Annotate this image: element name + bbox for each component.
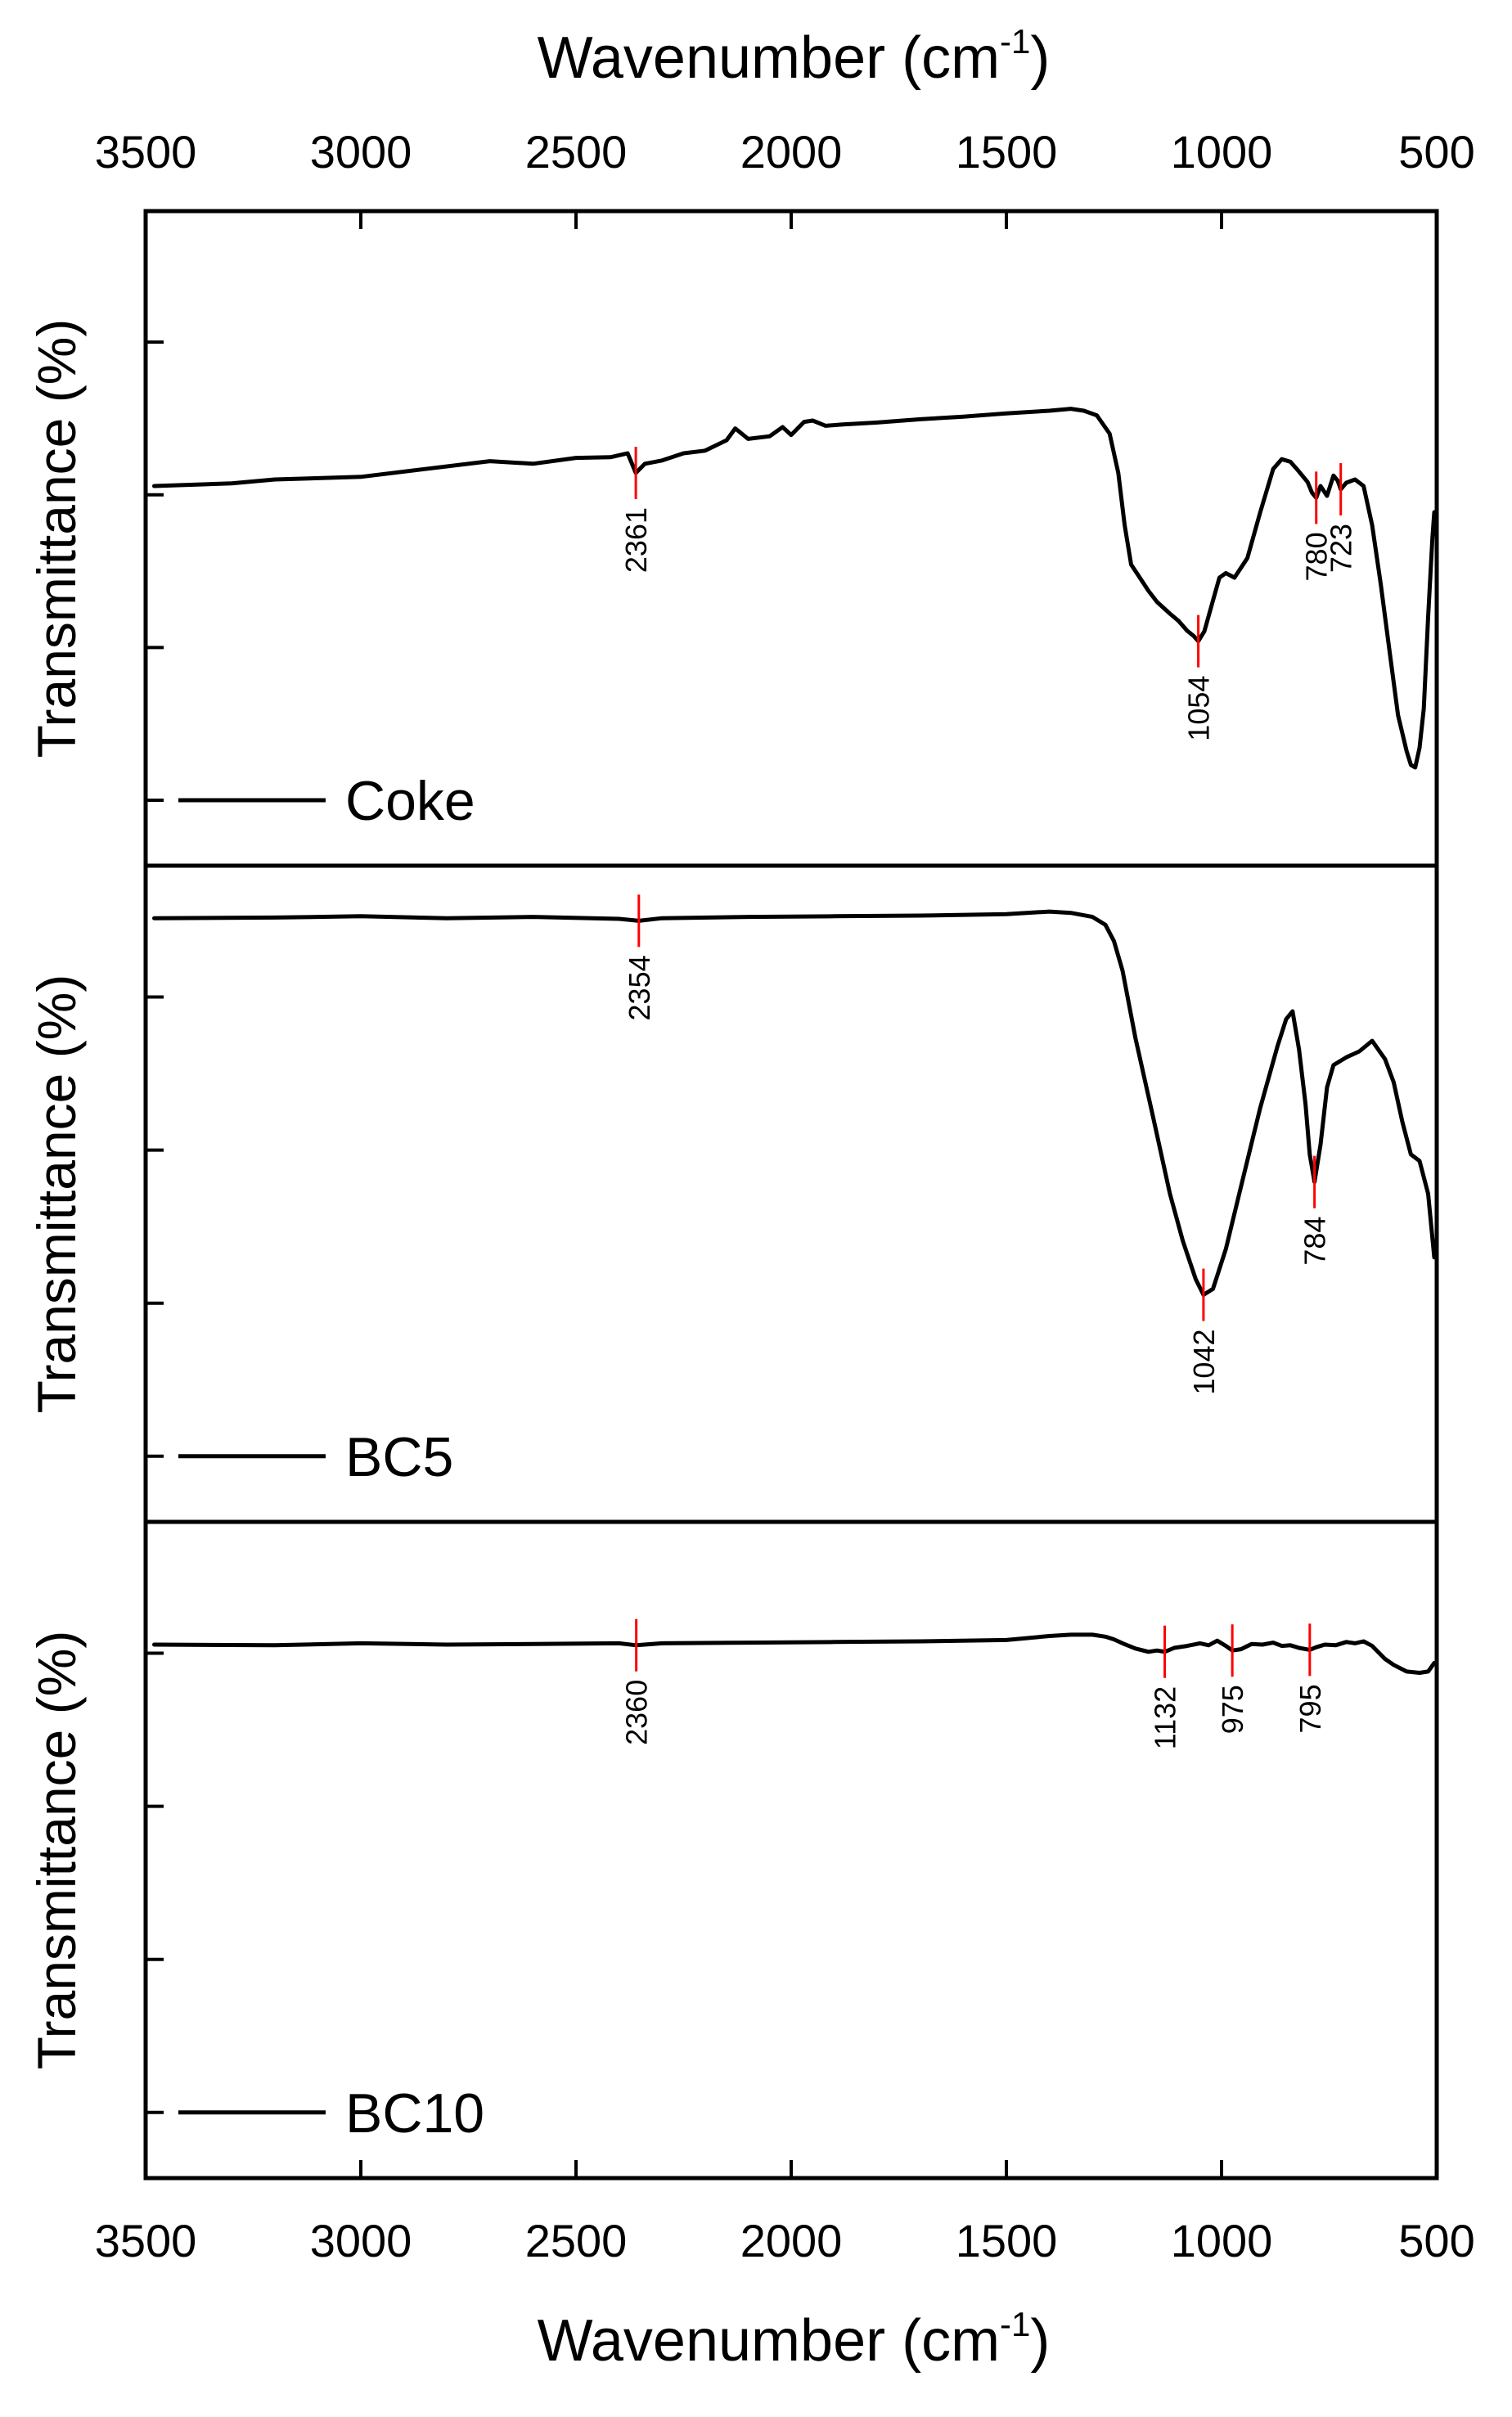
peak-label: 795 bbox=[1294, 1684, 1327, 1733]
y-axis-title: Transmittance (%) bbox=[26, 319, 87, 758]
bottom-x-tick-label: 2000 bbox=[740, 2215, 843, 2266]
top-x-tick-label: 1500 bbox=[956, 126, 1058, 178]
legend-label: Coke bbox=[345, 770, 475, 832]
peak-label: 1132 bbox=[1149, 1686, 1182, 1749]
peak-label: 2360 bbox=[620, 1680, 654, 1745]
panel-bc10: Transmittance (%) BC10 2360 1132 975 795 bbox=[26, 1519, 1439, 2181]
peak-label: 723 bbox=[1325, 524, 1358, 573]
top-x-tick-label: 2500 bbox=[525, 126, 628, 178]
bottom-x-tick-label: 3000 bbox=[310, 2215, 412, 2266]
peak-label: 2354 bbox=[623, 955, 656, 1020]
panel-bc5: Transmittance (%) BC5 2354 1042 784 bbox=[26, 863, 1439, 1524]
peak-label: 1054 bbox=[1182, 676, 1216, 741]
top-x-axis-title: Wavenumber (cm-1) bbox=[538, 22, 1051, 91]
series-line-coke bbox=[152, 407, 1437, 770]
bottom-x-axis-title: Wavenumber (cm-1) bbox=[538, 2305, 1051, 2374]
series-line-bc5 bbox=[152, 909, 1437, 1297]
bottom-x-tick-label: 1500 bbox=[956, 2215, 1058, 2266]
peak-label: 2361 bbox=[619, 507, 653, 573]
bottom-x-tick-label: 3500 bbox=[95, 2215, 197, 2266]
bottom-x-tick-label: 1000 bbox=[1171, 2215, 1273, 2266]
y-axis-title: Transmittance (%) bbox=[26, 1631, 87, 2070]
peak-label: 780 bbox=[1300, 532, 1334, 581]
peak-label: 784 bbox=[1298, 1217, 1332, 1266]
bottom-x-tick-label: 500 bbox=[1398, 2215, 1474, 2266]
top-x-tick-label: 2000 bbox=[740, 126, 843, 178]
legend-label: BC5 bbox=[345, 1426, 453, 1488]
y-axis-title: Transmittance (%) bbox=[26, 974, 87, 1414]
bottom-x-tick-label: 2500 bbox=[525, 2215, 628, 2266]
top-x-tick-label: 3500 bbox=[95, 126, 197, 178]
top-x-tick-labels: 3500 3000 2500 2000 1500 1000 500 bbox=[95, 126, 1475, 178]
series-line-bc10 bbox=[152, 1632, 1437, 1675]
top-x-tick-label: 500 bbox=[1398, 126, 1474, 178]
top-x-tick-label: 3000 bbox=[310, 126, 412, 178]
top-x-tick-label: 1000 bbox=[1171, 126, 1273, 178]
bottom-x-tick-labels: 3500 3000 2500 2000 1500 1000 500 bbox=[95, 2215, 1475, 2266]
legend-label: BC10 bbox=[345, 2082, 484, 2145]
peak-label: 1042 bbox=[1187, 1330, 1221, 1395]
peak-label: 975 bbox=[1216, 1685, 1249, 1734]
